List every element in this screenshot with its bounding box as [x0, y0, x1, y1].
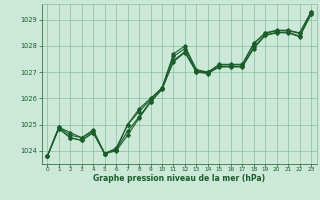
X-axis label: Graphe pression niveau de la mer (hPa): Graphe pression niveau de la mer (hPa)	[93, 174, 265, 183]
